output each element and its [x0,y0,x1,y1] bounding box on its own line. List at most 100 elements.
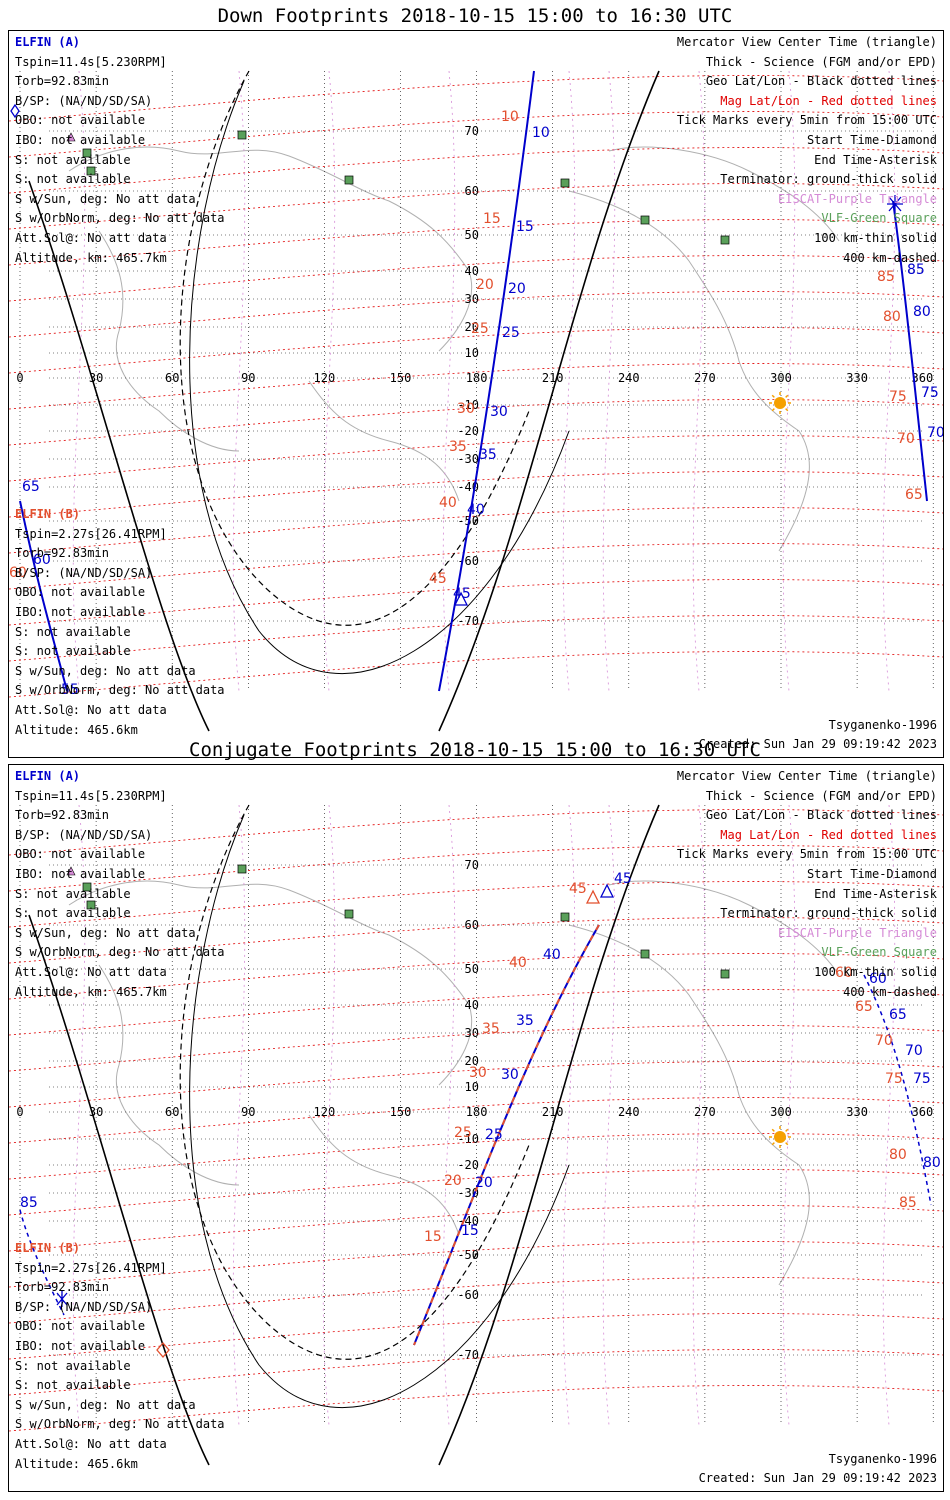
elfin-b-line: S w/Sun, deg: No att data [15,1397,196,1412]
elfin-b-tick-label: 80 [889,1147,907,1163]
lon-tick-label: 120 [314,1105,336,1119]
coastline [308,380,460,502]
elfin-a-line: S w/OrbNorm, deg: No att data [15,211,225,226]
mag-parallel [9,507,943,554]
mag-grid [9,809,943,1432]
elfin-a-track-east [892,200,928,502]
elfin-a-line: S: not available [15,152,131,167]
mag-parallel [9,1277,943,1324]
elfin-b-line: S w/OrbNorm, deg: No att data [15,683,225,698]
mag-parallel [9,845,943,892]
legend-entry: Mag Lat/Lon - Red dotted lines [720,93,937,108]
elfin-b-header: ELFIN (B) [15,507,81,521]
legend-entry: Terminator: ground-thick solid [720,172,937,187]
lon-tick-label: 180 [466,371,488,385]
created-label: Created: Sun Jan 29 09:19:42 2023 [698,1471,937,1486]
sun-ray [785,408,789,412]
legend-entry: Geo Lat/Lon - Black dotted lines [705,808,937,823]
legend-entry: 400 km-dashed [843,250,937,265]
legend-entry: 100 km-thin solid [814,964,937,979]
mag-parallel [9,471,943,518]
geo-grid [19,805,934,1425]
mag-parallel [9,399,943,446]
conjugate-footprints-map: 0 30 60 90 120 150 180 210 240 270 300 330 360 70 60 50… [8,764,944,1492]
mag-parallel [9,615,943,662]
lon-tick-label: 300 [770,1105,792,1119]
terminator-100km [189,80,570,675]
lon-tick-label: 210 [542,371,564,385]
elfin-a-track-west [19,500,68,692]
footer-right: Tsyganenko-1996 Created: Sun Jan 29 09:1… [699,1450,937,1489]
lat-tick-label: 20 [465,320,479,334]
elfin-a-tick-label: 35 [479,447,497,463]
lat-tick-label: 10 [465,346,479,360]
geo-grid [19,71,934,691]
mag-parallel [9,1133,943,1180]
panel-title-down: Down Footprints 2018-10-15 15:00 to 16:3… [217,5,733,27]
model-label: Tsyganenko-1996 [828,1451,937,1466]
legend-entry: Start Time-Diamond [806,132,937,147]
mag-parallel [9,543,943,590]
elfin-a-line: OBO: not available [15,113,146,128]
lon-tick-label: 210 [542,1105,564,1119]
vlf-marker [560,178,570,188]
elfin-a-line: S: not available [15,886,131,901]
legend: Mercator View Center Time (triangle) Thic… [677,33,937,268]
elfin-b-tick-label: 25 [454,1125,472,1141]
elfin-a-tick-label: 85 [20,1195,38,1211]
vlf-marker [86,900,96,910]
elfin-a-tick-label: 60 [33,552,51,568]
elfin-a-header: ELFIN (A) [15,769,81,783]
lat-tick-label: 20 [465,1054,479,1068]
vlf-marker [82,148,92,158]
elfin-a-tick-label: 30 [490,404,508,420]
elfin-a-line: S: not available [15,906,131,921]
elfin-b-tick-label: 20 [476,277,494,293]
lon-tick-label: 360 [912,1105,934,1119]
mag-parallel [9,327,943,374]
created-label: Created: Sun Jan 29 09:19:42 2023 [698,737,937,752]
legend-entry: Tick Marks every 5min from 15:00 UTC [676,847,937,862]
elfin-a-tick-label: 20 [475,1175,493,1191]
lat-tick-label: 40 [465,264,479,278]
elfin-a-tick-label: 65 [22,479,40,495]
legend-entry: End Time-Asterisk [814,152,937,167]
elfin-a-tick-label: 15 [516,219,534,235]
elfin-b-tick-label: 35 [482,1021,500,1037]
terminator-400km [179,70,530,626]
coastline [98,964,240,1186]
center-time-triangle [453,591,469,606]
elfin-b-tick-label: 15 [424,1229,442,1245]
elfin-b-tick-label: 80 [883,309,901,325]
elfin-b-tick-label: 70 [897,431,915,447]
mag-meridian [562,70,576,692]
panel-title-conjugate: Conjugate Footprints 2018-10-15 15:00 to… [189,739,761,761]
elfin-a-tick-label: 20 [508,281,526,297]
elfin-b-line: OBO: not available [15,1319,146,1334]
lat-tick-label: 30 [465,292,479,306]
vlf-marker [344,909,354,919]
elfin-a-line: IBO: not available [15,132,146,147]
lon-tick-label: 360 [912,371,934,385]
lon-tick-label: 330 [846,1105,868,1119]
elfin-b-line: S w/Sun, deg: No att data [15,663,196,678]
sun-icon [769,392,791,414]
elfin-b-tick-label: 25 [471,321,489,337]
elfin-a-line: OBO: not available [15,847,146,862]
legend-entry: VLF-Green Square [821,945,937,960]
elfin-b-lines: Tspin=2.27s[26.41RPM] Torb=92.83min B/SP: … [15,1259,225,1475]
elfin-a-tick-label: 55 [61,682,79,698]
lat-tick-label: 60 [465,184,479,198]
legend-entry: Tick Marks every 5min from 15:00 UTC [676,113,937,128]
lat-tick-label: 50 [465,962,479,976]
lon-tick-label: 90 [241,371,255,385]
mag-parallel [9,183,943,230]
vlf-marker [720,969,730,979]
center-time-triangle [599,883,615,898]
elfin-a-lines: Tspin=11.4s[5.230RPM] Torb=92.83min B/SP: … [15,787,225,1003]
elfin-a-line: Att.Sol@: No att data [15,964,167,979]
mag-parallel [9,75,943,122]
lon-tick-label: 150 [390,371,412,385]
end-asterisk [887,195,903,213]
elfin-b-tick-label: 45 [429,571,447,587]
